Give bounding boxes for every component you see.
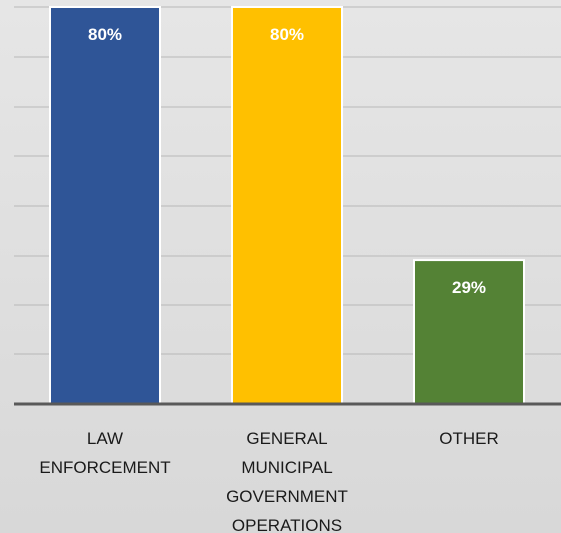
bars bbox=[49, 6, 525, 405]
bar-1 bbox=[231, 6, 343, 405]
category-labels: LAW ENFORCEMENT GENERAL MUNICIPAL GOVERNMENT… bbox=[39, 429, 498, 533]
category-label-1: GENERAL MUNICIPAL GOVERNMENT OPERATIONS bbox=[226, 429, 348, 533]
category-label-0: LAW ENFORCEMENT bbox=[39, 429, 170, 477]
data-label-0: 80% bbox=[88, 25, 122, 44]
data-label-1: 80% bbox=[270, 25, 304, 44]
bar-2 bbox=[413, 259, 525, 405]
category-label-2: OTHER bbox=[439, 429, 499, 448]
bar-0 bbox=[49, 6, 161, 405]
data-label-2: 29% bbox=[452, 278, 486, 297]
data-labels: 80% 80% 29% bbox=[88, 25, 486, 297]
